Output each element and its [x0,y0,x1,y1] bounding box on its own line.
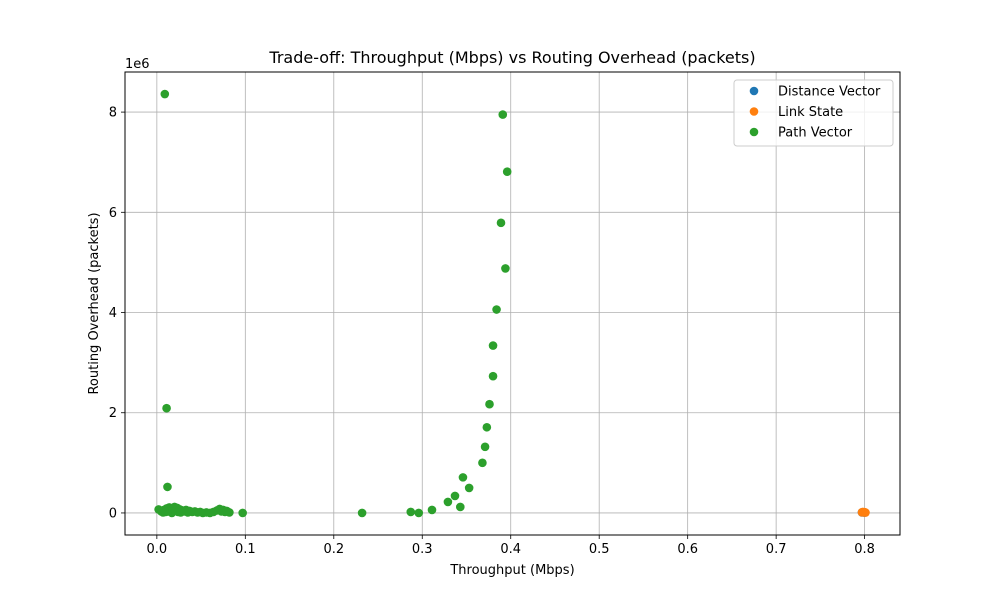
path-vector-point [225,508,234,517]
legend-label-path-vector: Path Vector [778,126,853,141]
y-axis-label: Routing Overhead (packets) [87,212,102,394]
chart-title: Trade-off: Throughput (Mbps) vs Routing … [268,48,755,67]
x-tick-label: 0.3 [412,542,433,557]
y-tick-label: 6 [109,206,117,221]
path-vector-point [478,458,487,468]
path-vector-point [162,403,171,413]
y-tick-label: 2 [109,406,117,421]
x-tick-label: 0.7 [766,542,787,557]
path-vector-point [496,218,506,228]
x-tick-label: 0.8 [854,542,875,557]
path-vector-point [485,399,494,409]
path-vector-point [357,508,367,518]
x-axis-ticks: 0.0 0.1 0.2 0.3 0.4 0.5 0.6 0.7 0.8 [147,535,875,557]
legend-label-link-state: Link State [778,105,843,120]
path-vector-point [480,442,490,452]
path-vector-point [443,497,453,507]
x-tick-label: 0.0 [147,542,168,557]
legend: Distance Vector Link State Path Vector [733,79,894,147]
legend-marker-distance-vector [749,86,759,96]
y-tick-label: 0 [109,506,117,521]
y-axis-offset-label: 1e6 [125,57,150,72]
legend-label-distance-vector: Distance Vector [778,85,881,100]
x-tick-label: 0.4 [500,542,521,557]
grid-lines [125,72,900,535]
legend-marker-path-vector [749,127,759,137]
y-tick-label: 4 [109,306,117,321]
link-state-point [861,508,870,517]
path-vector-point [414,508,424,518]
path-vector-point [238,508,247,518]
path-vector-point [163,482,172,492]
x-tick-label: 0.1 [235,542,256,557]
plot-frame [124,71,901,536]
x-tick-label: 0.6 [677,542,698,557]
path-vector-point [406,507,416,517]
path-vector-point [501,264,510,273]
legend-marker-link-state [749,107,759,116]
y-tick-label: 8 [109,106,117,121]
path-vector-point [502,167,512,177]
x-axis-label: Throughput (Mbps) [449,563,574,578]
x-tick-label: 0.2 [323,542,344,557]
path-vector-point [492,305,501,314]
path-vector-point [160,89,170,99]
path-vector-point [450,491,460,501]
path-vector-point [488,371,498,381]
legend-box [733,79,894,147]
path-vector-point [488,341,498,350]
y-axis-ticks: 0 2 4 6 8 [109,106,125,521]
x-tick-label: 0.5 [589,542,610,557]
path-vector-point [498,110,508,119]
path-vector-point [427,505,437,515]
path-vector-point [482,422,492,432]
data-points [154,89,870,518]
path-vector-point [458,473,468,482]
path-vector-point [464,483,474,493]
path-vector-point [456,502,465,512]
